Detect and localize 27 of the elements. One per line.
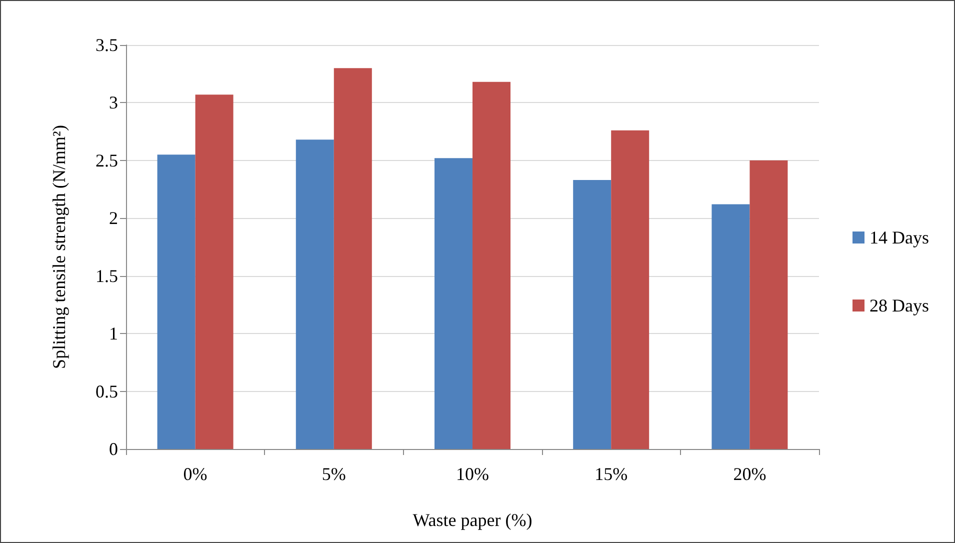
bar [573,180,612,449]
y-tick-label: 2 [109,208,118,228]
bar [157,154,196,449]
y-tick-label: 1 [109,324,118,344]
y-axis-title: Splitting tensile strength (N/mm²) [49,125,69,369]
bar [712,204,750,449]
y-tick-label: 0.5 [96,381,118,402]
y-tick-label: 3.5 [96,35,118,55]
x-tick-label: 5% [322,464,346,484]
y-tick-label: 2.5 [96,150,118,170]
x-tick-label: 20% [733,464,766,484]
legend-label: 28 Days [870,296,930,316]
x-tick-label: 0% [183,464,208,484]
bar [750,160,788,449]
x-tick-label: 15% [594,464,628,484]
bar [334,68,372,449]
legend-label: 14 Days [870,228,930,248]
y-tick-label: 1.5 [96,266,118,286]
y-tick-label: 3 [109,92,118,113]
bar [296,140,334,449]
x-tick-label: 10% [456,464,489,484]
y-tick-label: 0 [109,439,118,459]
bar [472,82,510,449]
bar [195,94,234,449]
bar [611,130,650,449]
x-axis-title: Waste paper (%) [412,510,532,530]
bar [434,158,472,449]
